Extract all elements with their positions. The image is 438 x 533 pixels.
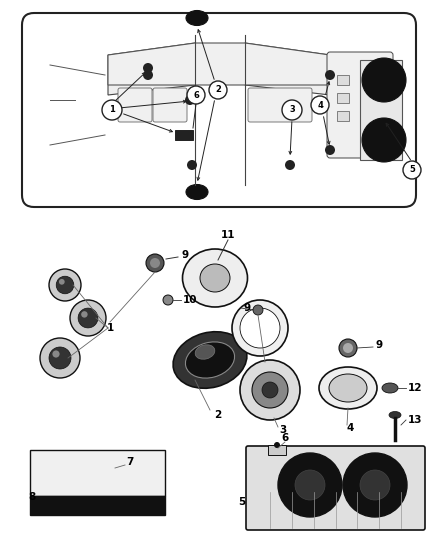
- Ellipse shape: [173, 332, 247, 388]
- Circle shape: [282, 100, 302, 120]
- Circle shape: [285, 160, 295, 170]
- Circle shape: [143, 63, 153, 73]
- Circle shape: [81, 311, 88, 318]
- Bar: [30, 450, 165, 496]
- Circle shape: [150, 258, 160, 268]
- Bar: [175, 130, 193, 140]
- Ellipse shape: [195, 345, 215, 359]
- FancyBboxPatch shape: [22, 13, 416, 207]
- Circle shape: [209, 81, 227, 99]
- Circle shape: [295, 470, 325, 500]
- Circle shape: [240, 308, 280, 348]
- Text: 13: 13: [408, 415, 423, 425]
- Circle shape: [343, 343, 353, 353]
- Text: 1: 1: [106, 323, 113, 333]
- Bar: [337, 93, 349, 103]
- Text: 9: 9: [182, 250, 189, 260]
- Circle shape: [56, 276, 74, 294]
- Ellipse shape: [186, 11, 208, 26]
- Circle shape: [146, 254, 164, 272]
- Text: 4: 4: [317, 101, 323, 109]
- Text: 3: 3: [289, 106, 295, 115]
- Circle shape: [187, 86, 205, 104]
- Ellipse shape: [389, 411, 401, 418]
- Circle shape: [70, 300, 106, 336]
- Circle shape: [262, 382, 278, 398]
- Text: 9: 9: [243, 303, 250, 313]
- Text: 9: 9: [375, 340, 382, 350]
- Circle shape: [187, 160, 197, 170]
- Ellipse shape: [200, 264, 230, 292]
- Bar: [337, 111, 349, 121]
- Text: 5: 5: [238, 497, 245, 507]
- Ellipse shape: [186, 184, 208, 199]
- Text: 2: 2: [215, 85, 221, 94]
- FancyBboxPatch shape: [118, 88, 152, 122]
- Circle shape: [59, 279, 65, 285]
- Text: 8: 8: [28, 492, 35, 502]
- Circle shape: [339, 339, 357, 357]
- Text: 5: 5: [409, 166, 415, 174]
- Circle shape: [311, 96, 329, 114]
- Circle shape: [362, 118, 406, 162]
- Circle shape: [78, 308, 98, 328]
- Circle shape: [253, 305, 263, 315]
- Polygon shape: [108, 43, 195, 95]
- FancyBboxPatch shape: [248, 88, 312, 122]
- Circle shape: [53, 350, 60, 358]
- Polygon shape: [108, 43, 330, 85]
- Circle shape: [240, 360, 300, 420]
- Circle shape: [278, 453, 342, 517]
- Circle shape: [49, 269, 81, 301]
- Ellipse shape: [319, 367, 377, 409]
- FancyBboxPatch shape: [246, 446, 425, 530]
- Circle shape: [343, 453, 407, 517]
- Text: 1: 1: [109, 106, 115, 115]
- Text: 6: 6: [193, 91, 199, 100]
- Circle shape: [185, 95, 195, 105]
- Circle shape: [360, 470, 390, 500]
- Text: 6: 6: [281, 433, 289, 443]
- Text: 10: 10: [183, 295, 198, 305]
- Bar: [268, 445, 286, 455]
- Ellipse shape: [329, 374, 367, 402]
- Text: 11: 11: [221, 230, 235, 240]
- Circle shape: [403, 161, 421, 179]
- Circle shape: [325, 145, 335, 155]
- Circle shape: [325, 70, 335, 80]
- Ellipse shape: [183, 249, 247, 307]
- Circle shape: [232, 300, 288, 356]
- Text: 4: 4: [346, 423, 354, 433]
- Circle shape: [40, 338, 80, 378]
- Ellipse shape: [185, 342, 235, 378]
- Bar: [360, 60, 402, 160]
- Ellipse shape: [382, 383, 398, 393]
- Text: 3: 3: [279, 425, 286, 435]
- Text: 7: 7: [126, 457, 134, 467]
- Bar: [30, 496, 165, 515]
- Polygon shape: [245, 43, 330, 95]
- FancyBboxPatch shape: [153, 88, 187, 122]
- FancyBboxPatch shape: [327, 52, 393, 158]
- Circle shape: [143, 70, 153, 80]
- Text: 12: 12: [408, 383, 423, 393]
- Circle shape: [252, 372, 288, 408]
- Text: 2: 2: [214, 410, 222, 420]
- Circle shape: [274, 442, 280, 448]
- Circle shape: [163, 295, 173, 305]
- Circle shape: [362, 58, 406, 102]
- Circle shape: [49, 347, 71, 369]
- Bar: [337, 75, 349, 85]
- Circle shape: [102, 100, 122, 120]
